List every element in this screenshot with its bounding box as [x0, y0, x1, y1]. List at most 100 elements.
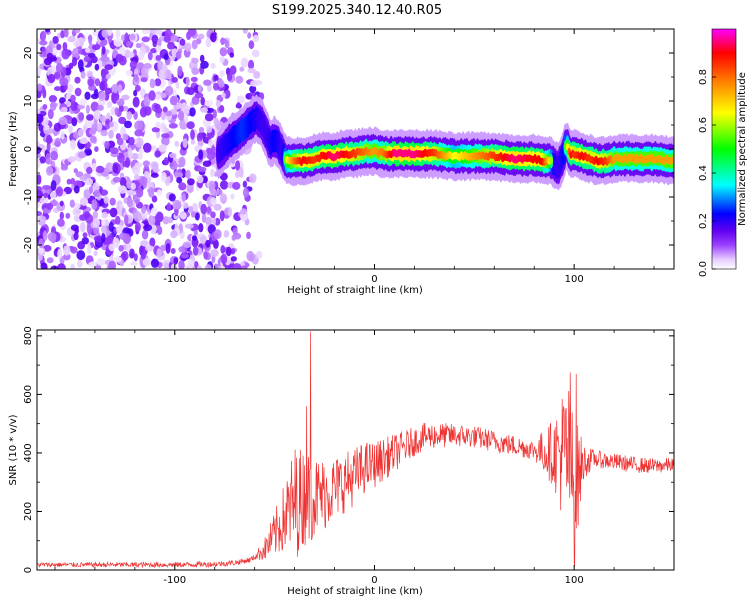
spectrogram-y-tick-label: 0	[23, 146, 34, 152]
noise-blob	[130, 153, 140, 160]
noise-blob	[178, 246, 186, 253]
noise-blob	[71, 56, 78, 67]
noise-blob	[203, 251, 208, 260]
noise-blob	[171, 76, 179, 83]
noise-blob	[155, 29, 163, 36]
noise-blob	[213, 229, 222, 240]
noise-blob	[198, 149, 204, 160]
noise-blob	[70, 264, 75, 269]
noise-blob	[39, 40, 48, 46]
noise-blob	[73, 232, 79, 241]
noise-blob	[150, 207, 158, 216]
noise-blob	[66, 178, 72, 185]
noise-blob	[70, 139, 77, 150]
noise-blob	[37, 146, 42, 154]
noise-blob	[104, 64, 114, 70]
noise-blob	[155, 121, 161, 129]
noise-blob	[79, 98, 88, 106]
spectrogram-y-tick-label: -20	[23, 237, 34, 253]
snr-series	[37, 331, 674, 569]
noise-blob	[85, 104, 90, 115]
noise-blob	[94, 78, 101, 87]
noise-blob	[232, 227, 238, 236]
noise-blob	[135, 199, 139, 205]
noise-blob	[253, 71, 261, 79]
noise-blob	[89, 135, 97, 144]
noise-blob	[37, 67, 41, 77]
noise-blob	[229, 65, 237, 75]
noise-blob	[182, 202, 189, 209]
noise-blob	[150, 48, 158, 54]
noise-blob	[230, 248, 236, 255]
noise-blob	[77, 128, 84, 138]
noise-blob	[163, 127, 170, 133]
noise-blob	[142, 160, 150, 167]
noise-blob	[218, 80, 225, 88]
noise-blob	[143, 63, 152, 69]
noise-blob	[135, 42, 142, 49]
noise-blob	[42, 230, 48, 241]
noise-blob	[210, 197, 217, 206]
colorbar-label: Normalized spectral amplitude	[737, 72, 748, 226]
noise-blob	[210, 168, 215, 178]
noise-blob	[41, 185, 51, 190]
noise-blob	[246, 231, 251, 240]
noise-blob	[187, 29, 196, 37]
snr-y-tick-label: 400	[23, 443, 34, 462]
noise-blob	[240, 57, 249, 68]
noise-blob	[151, 34, 159, 44]
noise-blob	[64, 67, 72, 76]
noise-blob	[60, 130, 65, 140]
noise-blob	[108, 129, 114, 139]
noise-blob	[198, 223, 204, 233]
noise-blob	[133, 89, 138, 97]
noise-blob	[62, 245, 71, 256]
noise-blob	[111, 91, 120, 102]
noise-blob	[113, 37, 123, 47]
noise-blob	[161, 111, 166, 121]
noise-blob	[37, 113, 44, 124]
noise-blob	[81, 237, 90, 245]
noise-blob	[38, 215, 47, 224]
noise-blob	[133, 253, 138, 262]
noise-blob	[100, 56, 110, 62]
noise-blob	[205, 239, 211, 248]
noise-blob	[37, 159, 41, 169]
noise-blob	[223, 230, 230, 238]
noise-blob	[170, 230, 178, 239]
noise-blob	[46, 141, 51, 152]
ridge-segment	[549, 156, 553, 164]
noise-blob	[101, 211, 108, 219]
snr-x-label: Height of straight line (km)	[287, 586, 423, 597]
noise-blob	[178, 259, 185, 269]
noise-blob	[118, 46, 127, 56]
noise-blob	[134, 221, 141, 232]
noise-blob	[221, 92, 226, 99]
noise-blob	[38, 238, 44, 249]
noise-blob	[160, 244, 167, 252]
noise-blob	[44, 124, 50, 130]
noise-blob	[226, 72, 233, 82]
noise-blob	[77, 151, 87, 159]
noise-blob	[101, 219, 106, 227]
noise-blob	[129, 33, 136, 41]
noise-blob	[73, 168, 79, 174]
noise-blob	[200, 107, 208, 113]
noise-blob	[150, 172, 159, 178]
noise-blob	[155, 55, 162, 61]
noise-blob	[219, 38, 228, 44]
noise-blob	[122, 133, 129, 141]
noise-blob	[90, 101, 100, 112]
noise-blob	[242, 29, 248, 34]
ridge-segment	[671, 155, 674, 164]
noise-blob	[205, 216, 213, 225]
noise-blob	[212, 109, 217, 119]
noise-blob	[68, 62, 74, 69]
noise-blob	[124, 32, 129, 44]
noise-blob	[56, 43, 62, 51]
noise-blob	[204, 113, 214, 122]
noise-blob	[67, 156, 76, 163]
noise-blob	[170, 35, 179, 42]
noise-blob	[118, 245, 124, 252]
